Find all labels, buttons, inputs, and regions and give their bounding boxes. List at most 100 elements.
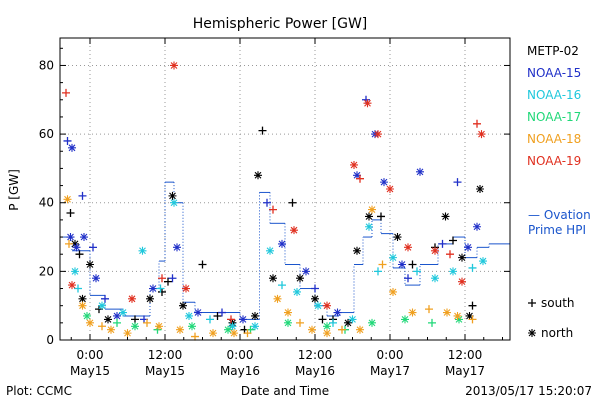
y-tick-label: 0 [46, 333, 54, 347]
data-point-north [344, 318, 352, 327]
data-point-south [98, 322, 106, 331]
data-point-south [377, 212, 385, 221]
x-tick-date: May15 [70, 364, 110, 378]
data-point-north [476, 185, 484, 193]
data-point-north [293, 287, 301, 296]
data-point-south [278, 281, 286, 290]
data-point-south [89, 243, 97, 252]
marker-key-south: south [528, 296, 575, 310]
data-point-south [453, 178, 462, 187]
data-point-north [92, 274, 100, 283]
data-point-north [239, 315, 247, 324]
x-tick-time: 0:00 [377, 348, 404, 362]
data-point-south [191, 332, 199, 341]
data-point-north [228, 322, 237, 331]
data-point-north [68, 143, 76, 152]
points-layer [62, 61, 487, 341]
data-point-north [356, 325, 364, 334]
y-tick-label: 80 [39, 58, 54, 72]
data-point-north [107, 325, 115, 334]
hpi-legend-prefix: — Ovation [528, 208, 591, 222]
data-point-north [86, 318, 94, 327]
data-point-north [185, 311, 193, 320]
data-point-north [408, 308, 417, 317]
legend-entry: NOAA-17 [527, 110, 581, 124]
plot-credit: Plot: CCMC [6, 384, 72, 398]
plot-timestamp: 2013/05/17 15:20:07 [465, 384, 592, 398]
data-point-north [168, 191, 177, 200]
data-point-north [71, 267, 79, 276]
data-point-south [258, 126, 267, 135]
legend-entry: NOAA-16 [527, 88, 581, 102]
data-point-north [368, 318, 376, 327]
data-point-north [311, 294, 319, 303]
y-tick-label: 40 [39, 196, 54, 210]
data-point-south [218, 308, 226, 317]
legend-entry: NOAA-18 [527, 132, 581, 146]
data-point-south [473, 119, 481, 128]
data-point-south [318, 315, 327, 324]
data-point-north [323, 329, 331, 338]
data-point-north [138, 246, 147, 255]
data-point-north [389, 287, 397, 296]
grid-lines [60, 38, 510, 341]
data-point-north [104, 315, 112, 324]
data-point-north [314, 301, 322, 310]
data-point-north [449, 267, 457, 276]
data-point-south [404, 274, 412, 283]
x-tick-date: May17 [445, 364, 485, 378]
plot-frame [59, 37, 511, 341]
data-point-south [446, 250, 454, 259]
y-tick-label: 60 [39, 127, 54, 141]
data-point-north [477, 130, 486, 139]
x-tick-time: 0:00 [77, 348, 104, 362]
data-point-north [194, 308, 202, 317]
data-point-north [224, 325, 232, 334]
data-point-north [353, 246, 361, 255]
data-point-south [164, 277, 172, 286]
data-point-north [386, 185, 394, 193]
data-point-north [453, 311, 462, 320]
data-point-south [78, 191, 87, 200]
data-point-north [230, 329, 238, 338]
data-point-north [251, 322, 259, 331]
series-noaa-19 [62, 61, 486, 324]
data-point-south [296, 318, 304, 327]
data-point-south [66, 209, 75, 218]
data-point-south [269, 205, 277, 214]
chart-title: Hemispheric Power [GW] [193, 16, 368, 32]
data-point-south [206, 315, 214, 324]
data-point-north [98, 301, 106, 310]
data-point-north [269, 274, 277, 283]
data-point-north [128, 294, 136, 303]
x-tick-date: May16 [220, 364, 260, 378]
data-point-north [170, 61, 178, 70]
data-point-north [333, 308, 342, 317]
x-tick-time: 12:00 [298, 348, 333, 362]
y-axis: 0 20 40 60 80 [39, 47, 510, 347]
data-point-north [398, 260, 406, 269]
data-point-south [468, 263, 477, 272]
data-point-south [75, 250, 84, 259]
data-point-north [284, 308, 292, 317]
data-point-north [389, 253, 397, 262]
data-point-north [353, 171, 361, 180]
data-point-north [113, 311, 121, 320]
data-point-south [449, 236, 457, 245]
data-point-north [176, 325, 184, 334]
data-point-north [251, 311, 259, 320]
data-point-south [101, 294, 109, 303]
x-tick-time: 0:00 [227, 348, 254, 362]
data-point-north [86, 260, 94, 269]
data-point-north [458, 277, 466, 286]
data-point-north [473, 222, 481, 231]
data-point-north [290, 226, 298, 235]
data-point-north [416, 167, 424, 176]
data-point-north [66, 233, 75, 242]
data-point-south [425, 305, 433, 314]
data-point-north [302, 267, 310, 276]
data-point-north [374, 130, 382, 139]
data-point-north [296, 274, 304, 283]
series-noaa-17 [83, 311, 463, 334]
